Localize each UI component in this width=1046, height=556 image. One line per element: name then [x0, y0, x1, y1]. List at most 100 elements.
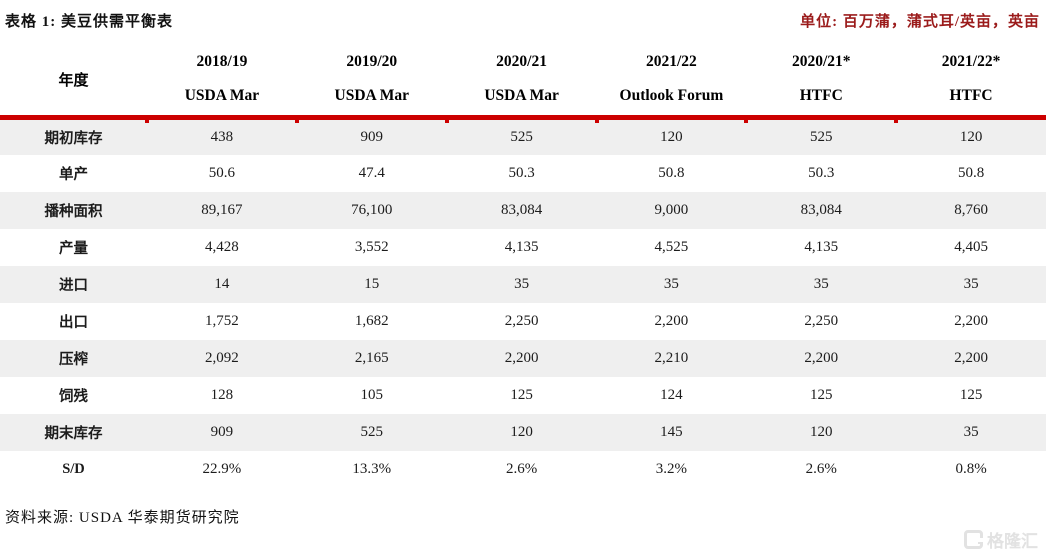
- cell: 50.3: [508, 164, 535, 181]
- table-row: 期末库存 909 525 120 145 120 35: [0, 413, 1046, 451]
- table-row: 期初库存 438 909 525 120 525 120: [0, 117, 1046, 155]
- table-row: 单产 50.6 47.4 50.3 50.8 50.3 50.8: [0, 155, 1046, 192]
- cell: 120: [894, 117, 1046, 155]
- column-year: 2020/21: [496, 53, 547, 70]
- table-head: 年度 2018/19 USDA Mar 2019/20 USDA Mar 2020/21…: [0, 47, 1046, 120]
- cell: 35: [663, 275, 679, 292]
- row-label: 压榨: [59, 351, 88, 368]
- row-label: 出口: [59, 314, 88, 331]
- cell: 2,200: [804, 349, 839, 366]
- column-year: 2018/19: [196, 53, 248, 70]
- column-header: 2019/20 USDA Mar: [296, 47, 447, 120]
- year-label: 年度: [58, 72, 89, 89]
- cell: 120: [809, 423, 833, 440]
- row-label: 饲残: [59, 388, 88, 405]
- column-year: 2019/20: [346, 53, 398, 70]
- cell: 50.8: [658, 164, 685, 181]
- row-label: 期末库存: [44, 425, 103, 442]
- row-label: 期初库存: [44, 130, 103, 147]
- row-label: 产量: [59, 240, 88, 257]
- cell: 4,135: [804, 238, 839, 255]
- cell: 4,135: [504, 238, 539, 255]
- cell: 2,200: [954, 312, 988, 329]
- cell: 13.3%: [352, 460, 392, 477]
- cell: 83,084: [800, 201, 842, 218]
- caption-bar: 表格 1: 美豆供需平衡表 单位: 百万蒲，蒲式耳/英亩，英亩: [0, 0, 1046, 31]
- cell: 525: [444, 117, 597, 155]
- watermark-text: 格隆汇: [987, 532, 1038, 551]
- column-header: 2018/19 USDA Mar: [147, 47, 297, 120]
- cell: 83,084: [500, 201, 543, 218]
- cell: 3.2%: [655, 460, 688, 477]
- cell: 128: [210, 386, 234, 403]
- cell: 50.3: [808, 164, 835, 181]
- cell: 120: [594, 117, 747, 155]
- cell: 909: [210, 423, 234, 440]
- cell: 909: [294, 117, 447, 155]
- column-header: 2020/21* HTFC: [746, 47, 897, 120]
- row-label: S/D: [62, 460, 85, 477]
- cell: 35: [963, 275, 979, 292]
- table-row: 产量 4,428 3,552 4,135 4,525 4,135 4,405: [0, 229, 1046, 266]
- cell: 1,752: [205, 312, 239, 329]
- cell: 124: [660, 386, 683, 403]
- cell: 2,250: [504, 312, 539, 329]
- gelonghui-watermark: 格隆汇: [964, 527, 1038, 552]
- cell: 2,092: [205, 349, 239, 366]
- unit-note: 单位: 百万蒲，蒲式耳/英亩，英亩: [800, 14, 1040, 30]
- cell: 125: [809, 386, 833, 403]
- cell: 438: [145, 117, 297, 155]
- cell: 125: [510, 386, 533, 403]
- column-year: 2021/22*: [941, 53, 1001, 70]
- table-row: 出口 1,752 1,682 2,250 2,200 2,250 2,200: [0, 303, 1046, 340]
- cell: 76,100: [351, 201, 393, 218]
- row-label: 单产: [59, 166, 88, 183]
- cell: 0.8%: [955, 460, 987, 477]
- cell: 50.8: [957, 164, 985, 181]
- column-year: 2020/21*: [791, 53, 851, 70]
- supply-demand-table: 年度 2018/19 USDA Mar 2019/20 USDA Mar 2020/21…: [0, 47, 1046, 488]
- cell: 2,250: [804, 312, 839, 329]
- column-header: 2020/21 USDA Mar: [446, 47, 597, 120]
- cell: 35: [514, 275, 530, 292]
- cell: 2,200: [954, 349, 988, 366]
- row-label: 播种面积: [44, 203, 103, 220]
- cell: 4,525: [654, 238, 689, 255]
- cell: 2,200: [654, 312, 689, 329]
- cell: 50.6: [208, 164, 236, 181]
- table-header-row: 年度 2018/19 USDA Mar 2019/20 USDA Mar 2020/21…: [0, 47, 1046, 120]
- cell: 2,165: [354, 349, 389, 366]
- column-year: 2021/22: [646, 53, 697, 70]
- cell: 89,167: [201, 201, 243, 218]
- cell: 3,552: [354, 238, 389, 255]
- table-row: 饲残 128 105 125 124 125 125: [0, 377, 1046, 414]
- cell: 145: [660, 423, 683, 440]
- table-body: 期初库存 438 909 525 120 525 120 单产 50.6 47.4 50.3 50.8…: [0, 117, 1046, 488]
- cell: 525: [744, 117, 896, 155]
- cell: 105: [360, 386, 384, 403]
- cell: 525: [360, 423, 384, 440]
- table-row: 进口 14 15 35 35 35 35: [0, 265, 1046, 303]
- cell: 120: [510, 423, 533, 440]
- cell: 125: [959, 386, 983, 403]
- column-header: 2021/22 Outlook Forum: [596, 47, 747, 120]
- cell: 1,682: [354, 312, 389, 329]
- table-row: 播种面积 89,167 76,100 83,084 9,000 83,084 8,760: [0, 191, 1046, 229]
- cell: 47.4: [358, 164, 385, 181]
- cell: 22.9%: [202, 460, 242, 477]
- source-line: 资料来源: USDA 华泰期货研究院: [5, 509, 240, 526]
- table-row: 压榨 2,092 2,165 2,200 2,210 2,200 2,200: [0, 339, 1046, 377]
- column-source: Outlook Forum: [619, 87, 724, 104]
- column-header: 2021/22* HTFC: [896, 47, 1046, 120]
- column-source: HTFC: [949, 87, 993, 104]
- cell: 2.6%: [805, 460, 837, 477]
- cell: 4,428: [205, 238, 239, 255]
- table-title: 表格 1: 美豆供需平衡表: [5, 14, 173, 30]
- cell: 35: [813, 275, 829, 292]
- gelonghui-logo-icon: [964, 530, 983, 549]
- column-source: USDA Mar: [484, 87, 559, 104]
- year-label-cell: 年度: [0, 47, 148, 120]
- cell: 2,210: [654, 349, 689, 366]
- row-label: 进口: [59, 277, 88, 294]
